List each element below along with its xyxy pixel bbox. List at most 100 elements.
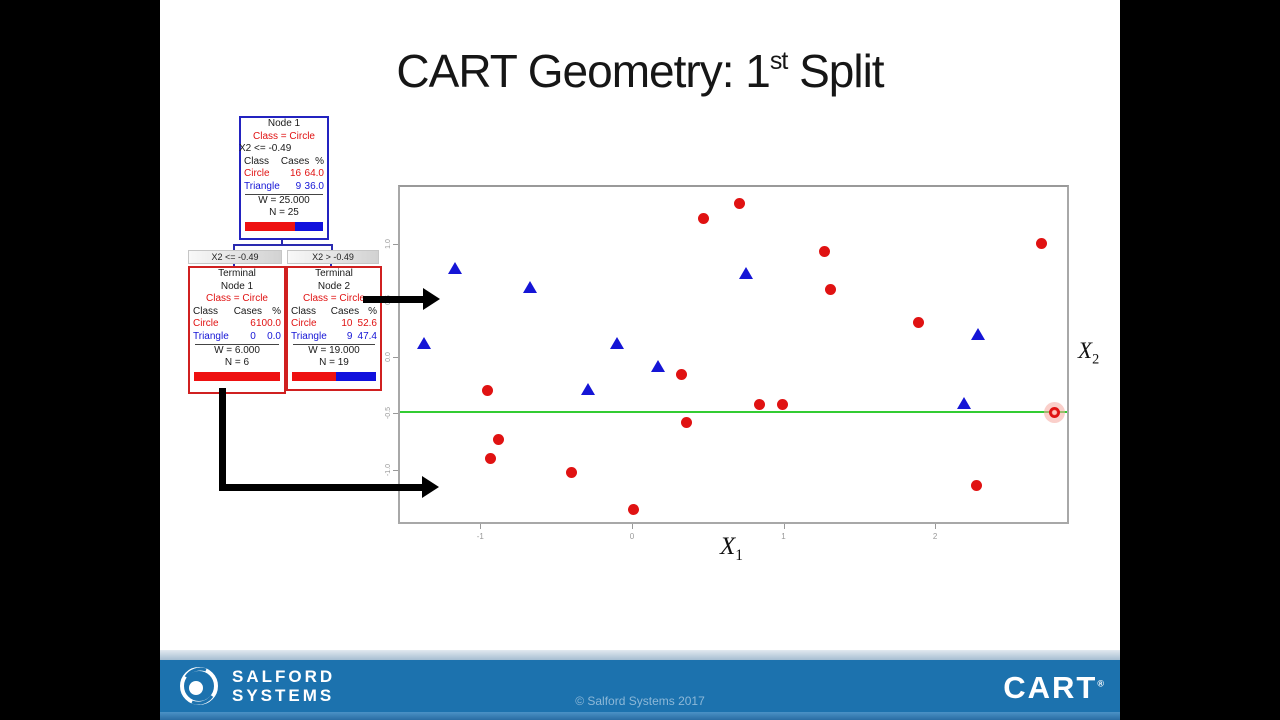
triangle-point (738, 267, 753, 280)
y-axis-label: X2 (1078, 338, 1100, 368)
arrow-to-lower-region-horizontal (219, 484, 423, 491)
node-table-row-triangle: Triangle 0 0.0 (193, 330, 281, 342)
title-text: CART Geometry: 1 (396, 45, 770, 97)
footer-bottom-strip (160, 712, 1120, 720)
node-count: N = 25 (269, 207, 299, 219)
circle-point (676, 369, 688, 381)
node-count: N = 19 (319, 357, 349, 369)
arrow-to-lower-region-head (422, 476, 439, 498)
footer-bar: SALFORD SYSTEMS © Salford Systems 2017 C… (160, 660, 1120, 712)
circle-point (912, 317, 924, 329)
tree-root-node: Node 1 Class = Circle X2 <= -0.49 Class … (239, 116, 329, 240)
circle-point (970, 480, 982, 492)
title-superscript: st (769, 46, 788, 75)
arrow-to-upper-region (363, 296, 424, 303)
x-axis-tick (783, 524, 785, 529)
node-table-row-circle: Circle 10 52.6 (291, 318, 377, 330)
x-axis-tick-label: 2 (932, 532, 938, 541)
triangle-point (447, 261, 462, 274)
y-axis-tick (393, 243, 398, 245)
x-axis-label: X1 (719, 533, 744, 564)
circle-point (627, 504, 639, 516)
slide: CART Geometry: 1st Split Node 1 Class = … (160, 0, 1120, 720)
node-table-row-triangle: Triangle 9 36.0 (244, 180, 324, 192)
circle-point (482, 385, 494, 397)
y-axis-tick-label: 0.0 (385, 351, 392, 362)
node-title: Node 1 (220, 280, 254, 292)
triangle-point (580, 382, 595, 395)
circle-point (753, 398, 765, 410)
circle-point (493, 433, 505, 445)
y-axis-tick (393, 413, 398, 415)
node-weight: W = 25.000 (258, 194, 310, 206)
triangle-point (417, 337, 432, 350)
node-count: N = 6 (224, 357, 250, 369)
class-bar-red-fill (245, 221, 295, 231)
node-table-header: Class Cases % (241, 156, 327, 169)
y-axis-tick (393, 469, 398, 471)
tree-connector (233, 244, 333, 246)
triangle-point (970, 328, 985, 341)
copyright-text: © Salford Systems 2017 (575, 694, 705, 708)
x-axis-tick-label: 0 (629, 532, 635, 541)
circle-point (485, 453, 497, 465)
x-axis-tick-label: -1 (476, 532, 484, 541)
x-axis-tick-label: 1 (781, 532, 786, 541)
salford-systems-wordmark: SALFORD SYSTEMS (232, 667, 336, 705)
node-table-header: Class Cases % (193, 305, 281, 317)
tree-connector-dotted (330, 262, 332, 266)
footer-top-strip (160, 650, 1120, 660)
circle-point (697, 213, 709, 225)
node-table-row-circle: Circle 16 64.0 (244, 168, 324, 180)
class-distribution-bar (245, 221, 323, 231)
tree-connector (233, 245, 235, 251)
class-distribution-bar (292, 371, 376, 381)
class-distribution-bar (194, 371, 280, 381)
node-title: Terminal (218, 268, 256, 279)
node-weight: W = 19.000 (308, 344, 360, 356)
triangle-point (650, 360, 665, 373)
col-pct: % (315, 155, 324, 167)
circle-point (1035, 238, 1047, 250)
salford-swirl-icon (180, 667, 218, 705)
arrow-to-lower-region-vertical (219, 388, 226, 490)
node-table-header: Class Cases % (291, 305, 377, 317)
class-bar-red-fill (194, 371, 280, 381)
node-title: Node 2 (317, 280, 351, 292)
x-axis-tick (935, 524, 937, 529)
triangle-point (609, 337, 624, 350)
divider (292, 343, 376, 345)
circle-point (825, 284, 837, 296)
branch-label-right: X2 > -0.49 (287, 250, 379, 264)
y-axis-tick-label: 1.0 (385, 238, 392, 249)
triangle-point (523, 280, 538, 293)
node-class: Class = Circle (206, 293, 268, 305)
node-weight: W = 6.000 (214, 344, 260, 356)
tree-connector (281, 236, 283, 245)
x-axis-tick (631, 524, 633, 529)
col-cases: Cases (280, 155, 310, 167)
node-table-row-triangle: Triangle 9 47.4 (291, 330, 377, 342)
y-axis-tick-label: -0.5 (385, 407, 392, 420)
circle-point (776, 398, 788, 410)
terminal-node-1: Terminal Node 1 Class = Circle Class Cas… (188, 266, 286, 394)
y-axis-tick (393, 356, 398, 358)
node-title: Node 1 (267, 118, 301, 129)
title-text-suffix: Split (787, 45, 885, 97)
circle-point (565, 466, 577, 478)
class-bar-red-fill (292, 371, 337, 381)
highlighted-point (1049, 406, 1061, 418)
x-axis-tick (480, 524, 482, 529)
node-table-row-circle: Circle 6 100.0 (193, 318, 281, 330)
node-split-rule: X2 <= -0.49 (239, 143, 292, 155)
split-line (400, 411, 1067, 414)
cart-logo: CART® (1003, 670, 1104, 705)
tree-connector (331, 245, 333, 251)
node-class: Class = Circle (303, 293, 365, 305)
divider (194, 343, 280, 345)
arrow-to-upper-region-head (423, 288, 440, 310)
circle-point (734, 198, 746, 210)
node-title: Terminal (315, 268, 353, 279)
